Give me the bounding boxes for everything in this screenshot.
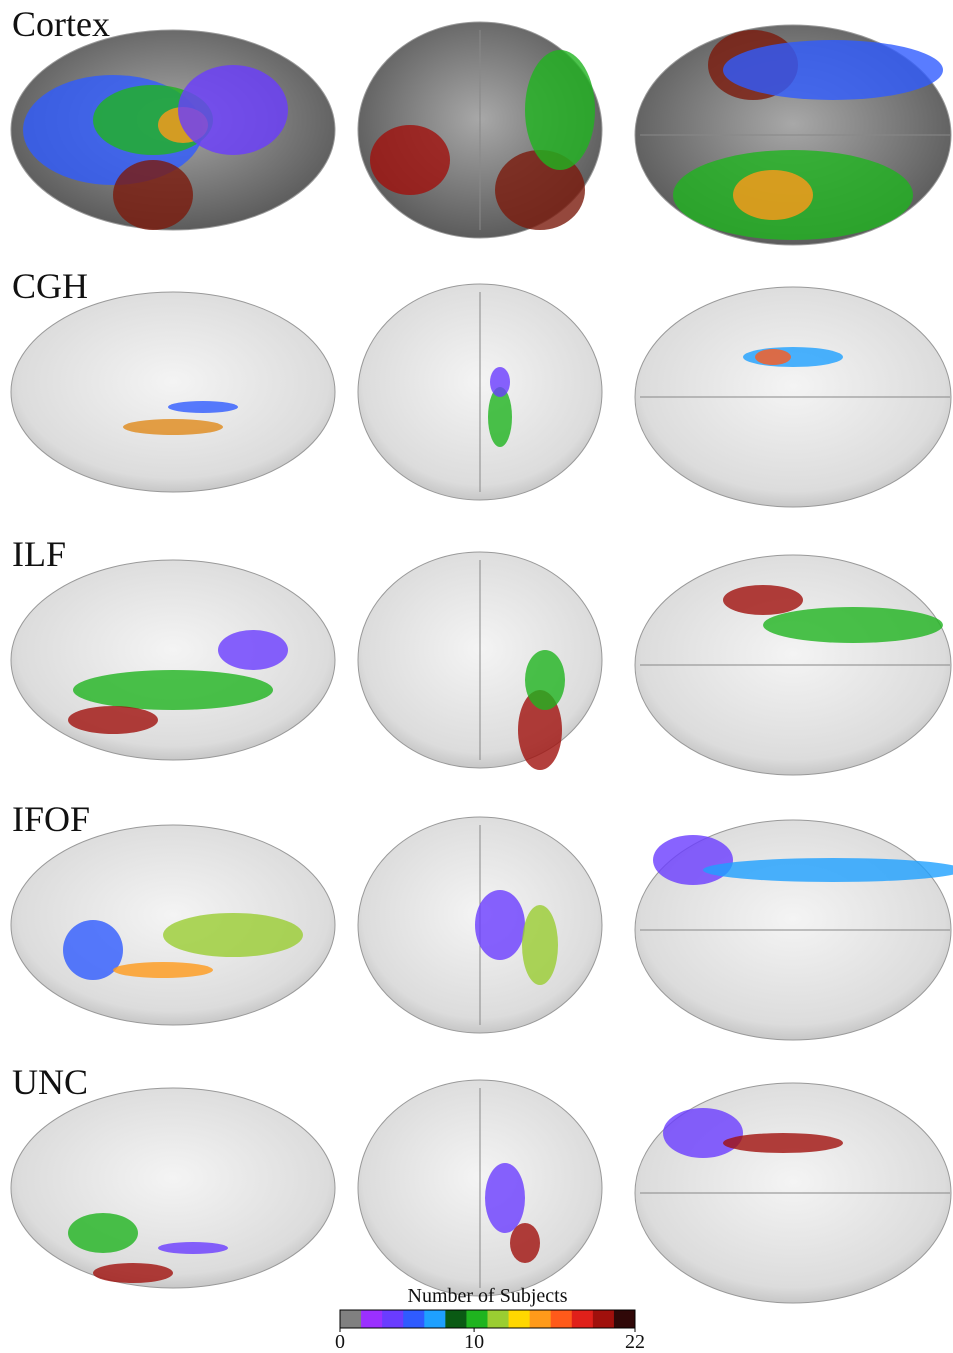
brain-row — [11, 22, 951, 245]
colorbar-swatch — [340, 1310, 362, 1328]
brain-row — [11, 284, 951, 507]
tract-blob — [755, 349, 791, 365]
tract-blob — [485, 1163, 525, 1233]
colorbar-swatch — [509, 1310, 531, 1328]
colorbar-swatch — [382, 1310, 404, 1328]
tract-blob — [723, 40, 943, 100]
colorbar-swatch — [530, 1310, 552, 1328]
row-label: IFOF — [12, 799, 90, 839]
tract-blob — [113, 962, 213, 978]
tract-blob — [490, 367, 510, 397]
colorbar-swatch — [551, 1310, 573, 1328]
figure: Cortex CGH ILF IFOF UNC Number of Subjects 0 10… — [0, 0, 953, 1353]
tract-blob — [68, 1213, 138, 1253]
row-label: UNC — [12, 1062, 88, 1102]
tract-blob — [370, 125, 450, 195]
tract-blob — [475, 890, 525, 960]
colorbar-swatch — [445, 1310, 467, 1328]
tract-blob — [218, 630, 288, 670]
tract-blob — [168, 401, 238, 413]
row-label: ILF — [12, 534, 66, 574]
tract-blob — [158, 1242, 228, 1254]
colorbar-swatch — [572, 1310, 594, 1328]
brain-row — [11, 552, 951, 775]
tract-blob — [163, 913, 303, 957]
tract-blob — [723, 1133, 843, 1153]
tract-blob — [123, 419, 223, 435]
tract-blob — [653, 835, 733, 885]
colorbar-title: Number of Subjects — [408, 1285, 568, 1307]
tract-blob — [763, 607, 943, 643]
lateral-view — [11, 1088, 335, 1288]
colorbar-swatch — [488, 1310, 510, 1328]
tract-blob — [178, 65, 288, 155]
brains — [11, 22, 953, 1303]
row-label: Cortex — [12, 4, 110, 44]
colorbar-swatch — [361, 1310, 383, 1328]
tract-blob — [73, 670, 273, 710]
tract-blob — [663, 1108, 743, 1158]
brain-row — [11, 817, 953, 1040]
colorbar-swatch — [403, 1310, 425, 1328]
tract-blob — [525, 650, 565, 710]
colorbar-swatch — [614, 1310, 636, 1328]
colorbar-tick-label: 22 — [625, 1331, 645, 1353]
tract-blob — [68, 706, 158, 734]
colorbar-tick-label: 0 — [335, 1331, 345, 1353]
tract-blob — [723, 585, 803, 615]
lateral-view — [11, 292, 335, 492]
tract-blob — [525, 50, 595, 170]
row-label: CGH — [12, 266, 88, 306]
tract-blob — [93, 1263, 173, 1283]
lateral-view — [11, 560, 335, 760]
tract-blob — [113, 160, 193, 230]
colorbar-tick-label: 10 — [464, 1331, 484, 1353]
colorbar-swatch — [593, 1310, 615, 1328]
tract-blob — [703, 858, 953, 882]
tract-blob — [522, 905, 558, 985]
colorbar-swatch — [424, 1310, 446, 1328]
brain-row — [11, 1080, 951, 1303]
colorbar-swatch — [466, 1310, 488, 1328]
tract-blob — [510, 1223, 540, 1263]
tract-blob — [733, 170, 813, 220]
